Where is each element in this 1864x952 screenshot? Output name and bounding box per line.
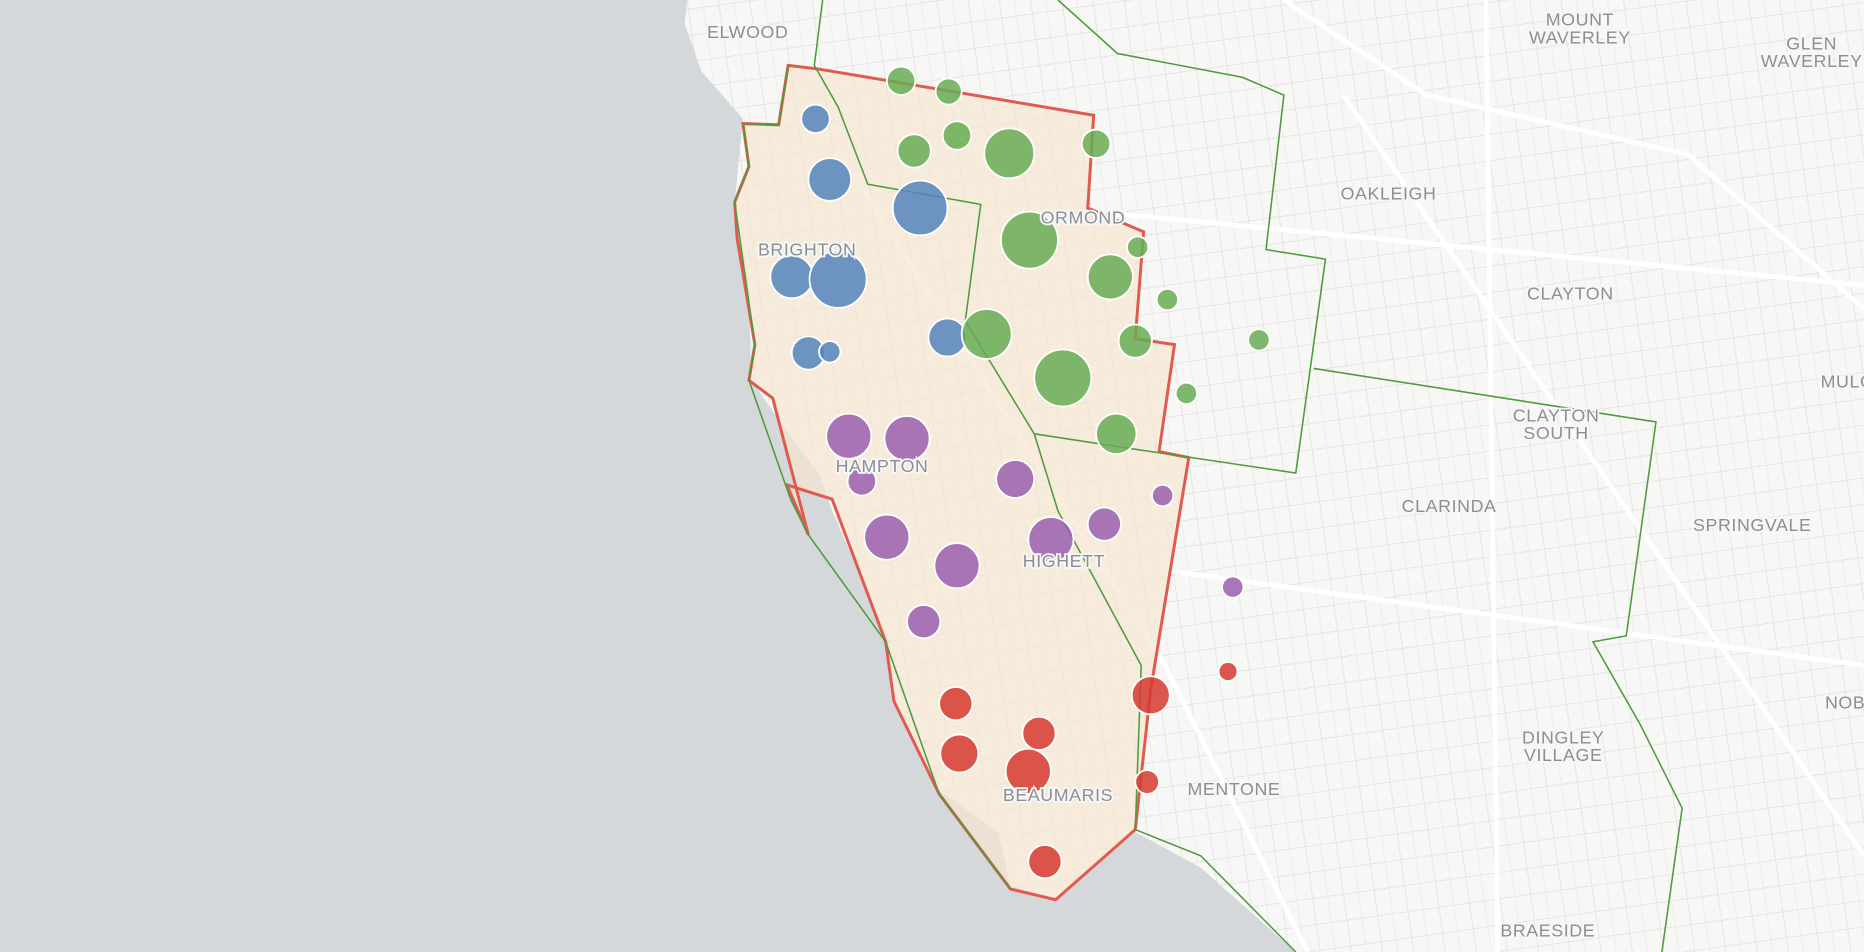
bubble xyxy=(863,513,911,561)
place-label: WAVERLEY xyxy=(1529,27,1631,47)
bubble xyxy=(825,412,873,460)
bubble xyxy=(818,340,842,364)
place-label: NOBLE PARK xyxy=(1825,692,1864,712)
bubble xyxy=(1117,323,1153,359)
place-label: DINGLEY xyxy=(1522,727,1604,747)
place-label: CLAYTON xyxy=(1527,283,1614,303)
bubble xyxy=(906,604,942,640)
place-label: ORMOND xyxy=(1041,207,1126,227)
bubble xyxy=(885,65,917,96)
bubble xyxy=(891,179,949,237)
place-label: CLARINDA xyxy=(1402,496,1497,516)
place-label: MULGRAVE xyxy=(1821,371,1864,391)
bubble xyxy=(1130,675,1171,716)
bubble xyxy=(1000,210,1059,270)
bubbles xyxy=(769,65,1271,880)
bubble xyxy=(1021,715,1057,751)
place-label: HIGHETT xyxy=(1023,551,1105,571)
bubble xyxy=(1217,661,1239,682)
bubble xyxy=(941,120,973,151)
bubble xyxy=(769,254,815,300)
bubble xyxy=(1126,235,1150,259)
bubble xyxy=(846,466,878,497)
place-label: MOUNT xyxy=(1546,10,1614,30)
bubble xyxy=(960,308,1013,360)
place-label: VILLAGE xyxy=(1524,745,1602,765)
bubble xyxy=(983,127,1036,180)
bubble xyxy=(1155,287,1179,312)
bubble xyxy=(1086,253,1134,301)
bubble xyxy=(883,415,931,463)
place-label: BEAUMARIS xyxy=(1003,785,1113,805)
bubble xyxy=(934,77,963,106)
place-label: HAMPTON xyxy=(836,456,929,476)
place-label: MENTONE xyxy=(1187,779,1280,799)
place-label: GLEN xyxy=(1786,33,1837,53)
bubble xyxy=(1086,506,1122,542)
place-label: CLAYTON xyxy=(1513,405,1600,425)
place-label: OAKLEIGH xyxy=(1341,184,1437,204)
bubble xyxy=(1221,575,1245,599)
bubble xyxy=(1004,747,1052,795)
bubble xyxy=(1080,128,1112,159)
bubble xyxy=(933,542,981,590)
bubble xyxy=(1033,348,1093,408)
place-label: ELWOOD xyxy=(707,22,788,42)
place-label: SOUTH xyxy=(1523,423,1588,443)
bubble xyxy=(1095,412,1138,455)
bubble xyxy=(896,133,932,169)
sea xyxy=(0,0,1296,952)
bubble xyxy=(808,249,868,309)
district-boundaries xyxy=(733,0,1683,952)
place-label: BRAESIDE xyxy=(1500,920,1595,940)
bubble xyxy=(1247,328,1271,352)
bubble xyxy=(1151,484,1175,508)
bubble xyxy=(938,686,974,722)
place-label: BRIGHTON xyxy=(758,239,856,259)
bubble xyxy=(1027,516,1075,564)
place-label: WAVERLEY xyxy=(1761,51,1863,71)
place-label: SPRINGVALE xyxy=(1693,515,1811,535)
bubble xyxy=(807,157,853,202)
bubble xyxy=(800,103,831,135)
bubble xyxy=(1134,769,1160,795)
bubble xyxy=(1174,381,1198,405)
bubble xyxy=(927,317,968,358)
bubble xyxy=(1027,844,1063,880)
bubble xyxy=(995,459,1036,499)
bubble xyxy=(939,733,980,774)
